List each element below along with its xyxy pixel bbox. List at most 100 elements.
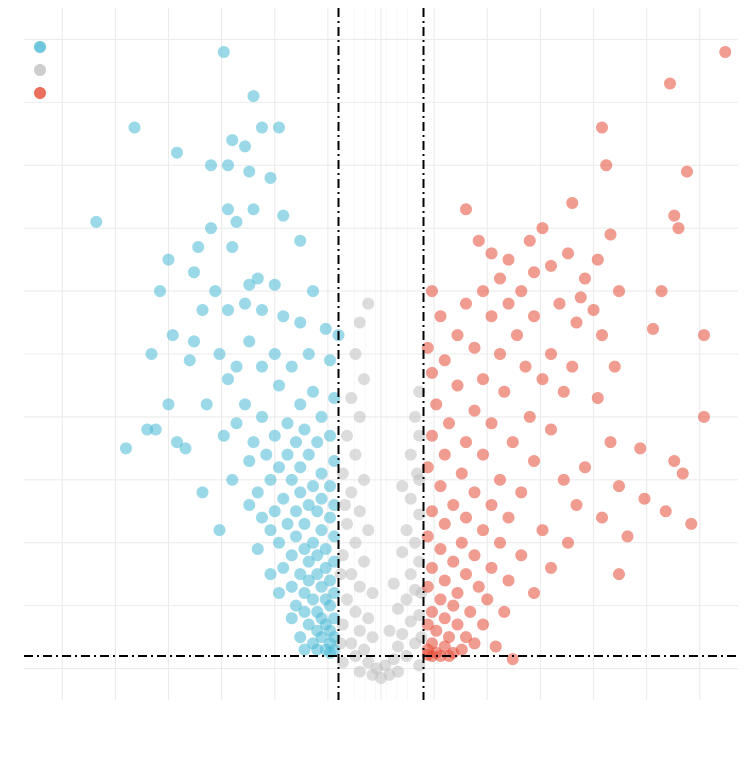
data-point <box>358 643 370 656</box>
data-point <box>604 436 617 449</box>
grid <box>24 8 738 700</box>
data-point <box>294 234 307 247</box>
data-point <box>145 348 158 360</box>
data-point <box>366 631 379 644</box>
data-point <box>502 511 515 524</box>
data-point <box>345 568 358 581</box>
data-point <box>421 618 434 631</box>
data-point <box>273 587 285 600</box>
data-point <box>421 530 434 543</box>
data-point <box>498 605 511 618</box>
data-point <box>251 543 264 556</box>
data-point <box>447 599 460 612</box>
data-point <box>268 429 281 442</box>
data-point <box>409 536 421 549</box>
data-point <box>302 618 315 631</box>
data-point <box>290 530 302 543</box>
data-point <box>506 436 519 449</box>
data-point <box>506 653 519 666</box>
data-point <box>281 517 294 530</box>
data-point <box>243 498 256 511</box>
data-point <box>290 505 302 518</box>
data-point <box>120 442 132 455</box>
data-point <box>243 165 256 178</box>
data-point <box>362 297 375 310</box>
data-point <box>290 436 302 449</box>
data-point <box>353 410 366 423</box>
data-point <box>460 436 472 449</box>
data-point <box>655 285 668 298</box>
data-point <box>324 354 336 367</box>
data-point <box>434 649 447 662</box>
data-point <box>468 341 481 354</box>
data-point <box>336 656 349 669</box>
data-point <box>430 624 443 637</box>
data-point <box>243 335 256 348</box>
data-point <box>387 577 400 590</box>
data-point <box>392 602 404 615</box>
data-point <box>570 498 583 511</box>
data-point <box>451 329 464 342</box>
data-point <box>413 429 426 442</box>
data-point <box>353 624 366 637</box>
data-point <box>613 285 625 298</box>
data-point <box>447 498 460 511</box>
data-point <box>562 536 574 549</box>
data-point <box>502 297 515 310</box>
data-point <box>315 631 328 644</box>
data-point <box>468 486 481 499</box>
data-point <box>600 159 613 172</box>
data-point <box>545 259 557 272</box>
data-point <box>307 480 319 493</box>
data-point <box>217 429 230 442</box>
data-point <box>264 473 277 486</box>
data-point <box>523 410 536 423</box>
data-point <box>596 121 608 134</box>
data-point <box>336 467 349 480</box>
data-point <box>243 454 256 467</box>
data-point <box>298 517 311 530</box>
data-point <box>528 587 540 600</box>
data-point <box>409 410 421 423</box>
data-point <box>239 140 251 153</box>
data-point <box>311 643 324 656</box>
data-point <box>400 593 413 606</box>
data-point <box>570 316 583 329</box>
data-point <box>596 511 608 524</box>
data-point <box>277 310 290 323</box>
data-point <box>277 492 290 505</box>
data-point <box>485 561 498 574</box>
data-point <box>128 121 141 134</box>
data-point <box>477 524 489 537</box>
data-point <box>392 640 404 653</box>
data-point <box>302 574 315 587</box>
data-point <box>183 354 196 367</box>
data-point <box>336 549 349 562</box>
data-point <box>324 480 336 493</box>
data-point <box>392 665 404 678</box>
data-point <box>515 285 528 298</box>
data-point <box>302 448 315 461</box>
data-point <box>404 615 417 628</box>
data-point <box>311 549 324 562</box>
data-point <box>222 203 234 216</box>
data-point <box>413 385 426 398</box>
data-point <box>268 505 281 518</box>
data-point <box>421 461 434 474</box>
data-point <box>345 637 358 650</box>
data-point <box>298 587 311 600</box>
data-point <box>222 159 234 172</box>
data-point <box>294 568 307 581</box>
data-point <box>281 417 294 430</box>
data-point <box>460 297 472 310</box>
data-point <box>562 247 574 260</box>
data-point <box>672 222 685 235</box>
data-point <box>383 624 396 637</box>
data-point <box>485 247 498 260</box>
data-point <box>455 467 468 480</box>
data-point <box>579 461 591 474</box>
data-point <box>247 90 260 103</box>
data-point <box>472 234 485 247</box>
data-point <box>638 492 651 505</box>
data-point <box>256 360 268 373</box>
